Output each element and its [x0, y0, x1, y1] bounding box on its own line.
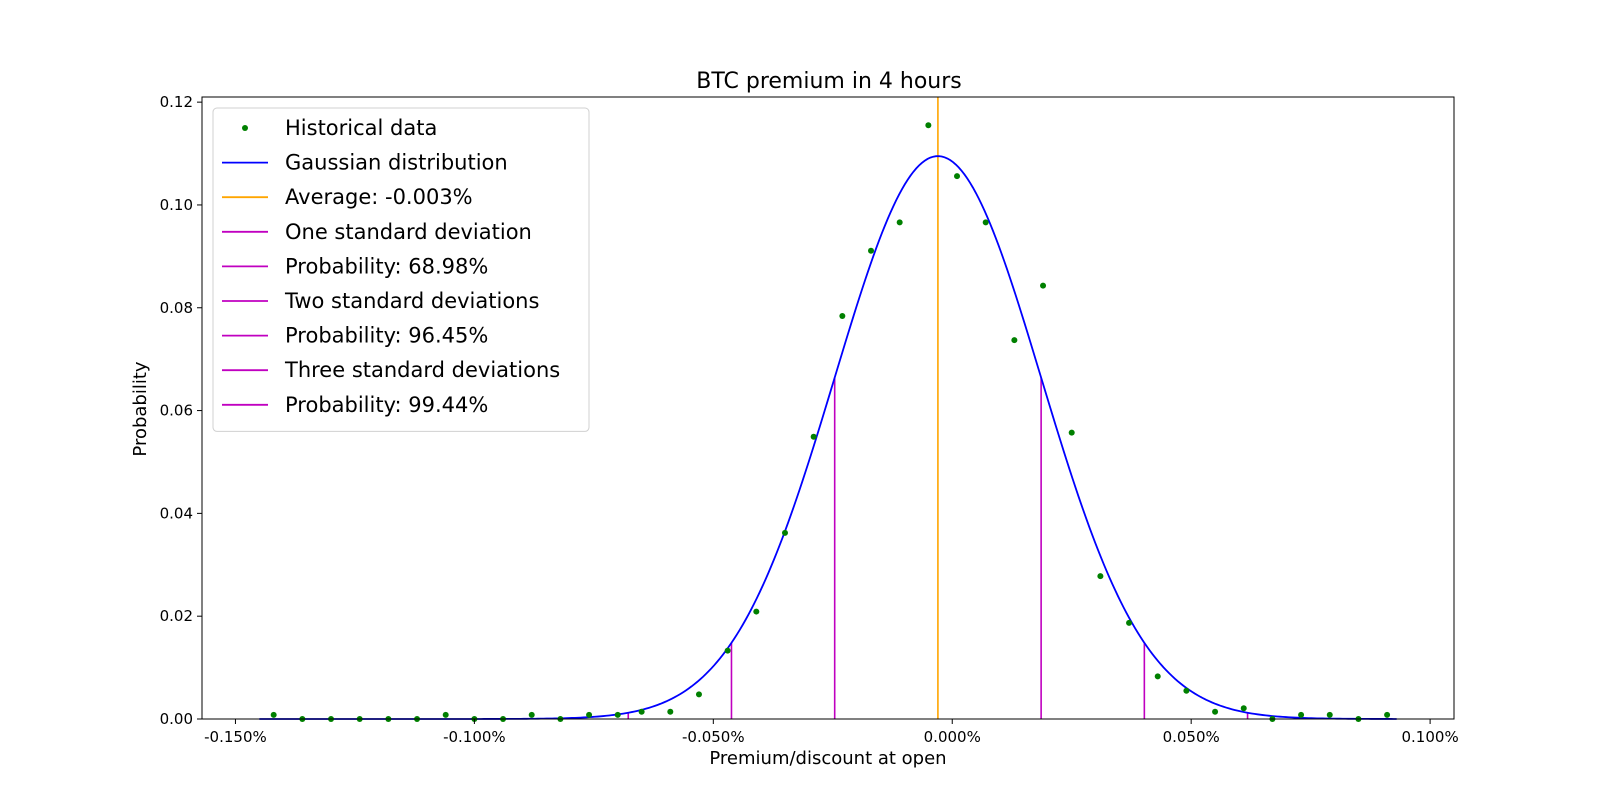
- historical-point: [724, 647, 731, 654]
- y-tick-label: 0.08: [160, 299, 193, 317]
- legend: Historical data Gaussian distribution Aver…: [212, 107, 590, 432]
- historical-point: [781, 529, 788, 536]
- legend-label: Historical data: [285, 116, 437, 140]
- historical-point: [442, 711, 449, 718]
- historical-point: [1240, 705, 1247, 712]
- x-tick-label: -0.050%: [682, 728, 745, 746]
- legend-label: Probability: 96.45%: [285, 324, 488, 348]
- historical-point: [586, 711, 593, 718]
- x-tick-label: -0.100%: [443, 728, 506, 746]
- historical-point: [954, 173, 961, 180]
- x-tick-label: -0.150%: [204, 728, 267, 746]
- historical-point: [270, 711, 277, 718]
- historical-point: [1183, 687, 1190, 694]
- historical-point: [667, 708, 674, 715]
- y-tick-label: 0.12: [160, 93, 193, 111]
- legend-label: Probability: 99.44%: [285, 393, 488, 417]
- legend-marker-dot: [242, 125, 248, 131]
- historical-point: [1068, 429, 1075, 436]
- historical-point: [1326, 711, 1333, 718]
- historical-point: [695, 691, 702, 698]
- y-tick-label: 0.02: [160, 607, 193, 625]
- y-tick-label: 0.06: [160, 402, 193, 420]
- legend-box: [212, 107, 590, 432]
- historical-point: [1212, 708, 1219, 715]
- legend-label: Gaussian distribution: [285, 151, 508, 175]
- y-tick-label: 0.10: [160, 196, 193, 214]
- historical-point: [925, 122, 932, 129]
- chart-title: BTC premium in 4 hours: [696, 69, 961, 94]
- y-tick-label: 0.00: [160, 710, 193, 728]
- historical-point: [1097, 573, 1104, 580]
- legend-label: Two standard deviations: [284, 289, 539, 313]
- historical-point: [638, 708, 645, 715]
- historical-point: [614, 711, 621, 718]
- y-axis: 0.00 0.02 0.04 0.06 0.08 0.10 0.12: [160, 93, 202, 728]
- historical-point: [1154, 673, 1161, 680]
- historical-point: [1011, 337, 1018, 344]
- historical-point: [528, 711, 535, 718]
- historical-point: [810, 433, 817, 440]
- x-axis-label: Premium/discount at open: [709, 748, 946, 769]
- legend-label: Average: -0.003%: [285, 185, 473, 209]
- y-axis-label: Probability: [130, 361, 151, 456]
- x-tick-label: 0.050%: [1163, 728, 1220, 746]
- x-tick-label: 0.100%: [1402, 728, 1459, 746]
- x-tick-label: 0.000%: [924, 728, 981, 746]
- historical-point: [839, 312, 846, 319]
- historical-point: [753, 608, 760, 615]
- historical-point: [1040, 282, 1047, 289]
- legend-label: Probability: 68.98%: [285, 254, 488, 278]
- plot-frame: [201, 96, 1455, 720]
- legend-label: One standard deviation: [285, 220, 532, 244]
- historical-point: [1126, 619, 1133, 626]
- historical-point: [896, 219, 903, 226]
- historical-point: [1384, 711, 1391, 718]
- historical-point: [868, 247, 875, 254]
- historical-point: [1298, 711, 1305, 718]
- legend-label: Three standard deviations: [284, 358, 560, 382]
- plot-area: [259, 97, 1397, 722]
- historical-point: [982, 219, 989, 226]
- x-axis: -0.150% -0.100% -0.050% 0.000% 0.050% 0.100%: [204, 719, 1459, 746]
- y-tick-label: 0.04: [160, 504, 193, 522]
